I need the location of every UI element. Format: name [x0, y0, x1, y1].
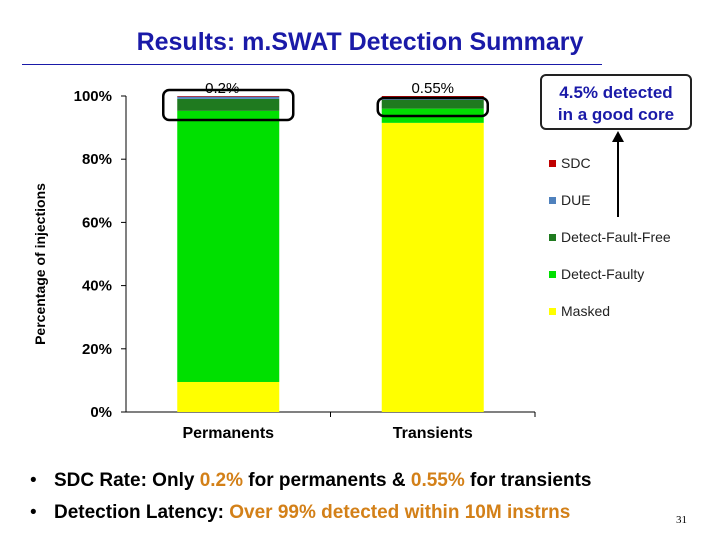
legend-label: SDC	[561, 155, 591, 171]
x-tick-label: Permanents	[182, 425, 274, 442]
y-tick-label: 40%	[82, 278, 112, 295]
bullet-text: for permanents &	[243, 470, 411, 491]
bar-segment-masked	[177, 381, 280, 412]
legend-swatch	[549, 308, 556, 315]
bullet-highlight: 0.2%	[199, 470, 244, 491]
bar-segment-due	[177, 96, 280, 99]
bar-segment-detect-fault-free	[177, 98, 280, 111]
stacked-bar-chart: 0% 20% 40% 60% 80% 100% Percentage of injectio…	[32, 80, 671, 442]
y-axis-label: Percentage of injections	[32, 183, 48, 345]
bar-segment-masked	[381, 122, 484, 413]
annotation-box	[162, 88, 295, 122]
callout-line-2: in a good core	[557, 105, 675, 124]
bar-segment-detect-faulty	[177, 110, 280, 382]
x-tick-label: Transients	[393, 425, 473, 442]
bullet-detection-latency: • Detection Latency: Over 99% detected wi…	[30, 502, 710, 524]
bar-segment-detect-fault-free	[381, 99, 484, 109]
y-tick-label: 60%	[82, 214, 112, 231]
legend-label: Detect-Fault-Free	[561, 229, 671, 245]
callout-line-1: 4.5% detected	[559, 83, 673, 102]
page-number: 31	[676, 514, 687, 526]
legend-swatch	[549, 271, 556, 278]
legend-swatch	[549, 160, 556, 167]
callout-arrow-head	[612, 131, 624, 142]
bullet-dot: •	[30, 502, 37, 523]
legend-label: Masked	[561, 303, 610, 319]
slide-title: Results: m.SWAT Detection Summary	[136, 28, 584, 56]
callout-box: 4.5% detected in a good core	[540, 74, 692, 130]
bullet-highlight: Over 99% detected within 10M instrns	[229, 502, 571, 523]
bullet-text: for transients	[464, 470, 592, 491]
y-tick-label: 20%	[82, 341, 112, 358]
annotation-box	[376, 96, 489, 118]
bullet-list: • SDC Rate: Only 0.2% for permanents & 0.…	[30, 470, 710, 534]
bullet-highlight: 0.55%	[410, 470, 465, 491]
bullet-text: Detection Latency:	[54, 502, 230, 523]
legend-label: Detect-Faulty	[561, 266, 644, 282]
bar-segment-sdc	[177, 96, 280, 97]
annotation-label: 0.55%	[411, 80, 454, 97]
annotation-label: 0.2%	[205, 80, 239, 97]
bullet-sdc-rate: • SDC Rate: Only 0.2% for permanents & 0.…	[30, 470, 710, 492]
title-underline	[22, 64, 602, 65]
legend-swatch	[549, 197, 556, 204]
legend-swatch	[549, 234, 556, 241]
bullet-dot: •	[30, 470, 37, 491]
legend-label: DUE	[561, 192, 591, 208]
y-tick-label: 0%	[90, 404, 112, 421]
bullet-text: SDC Rate: Only	[54, 470, 200, 491]
y-tick-label: 80%	[82, 151, 112, 168]
y-tick-label: 100%	[74, 88, 112, 105]
